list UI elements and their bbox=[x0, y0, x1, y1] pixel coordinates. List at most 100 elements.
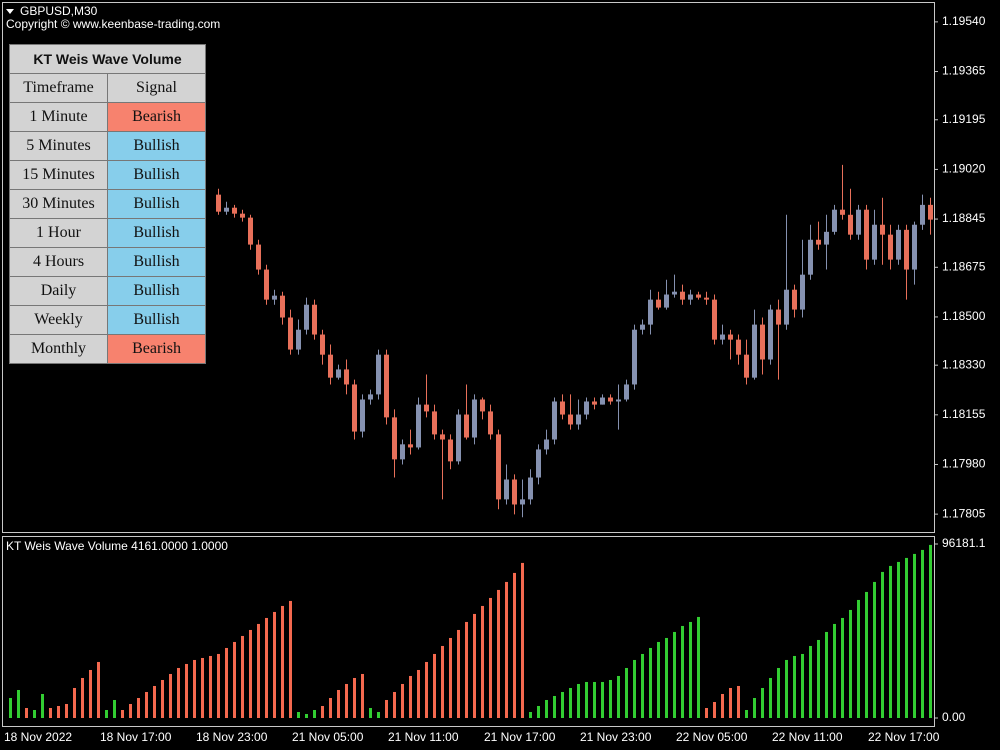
candle-body bbox=[752, 324, 757, 378]
volume-bar bbox=[33, 709, 36, 718]
volume-bar bbox=[161, 679, 164, 718]
timeframe-cell: 15 Minutes bbox=[9, 160, 108, 190]
volume-bar bbox=[257, 623, 260, 718]
volume-bar bbox=[305, 713, 308, 718]
volume-bar bbox=[801, 653, 804, 718]
volume-bar bbox=[513, 572, 516, 718]
candle-body bbox=[824, 231, 829, 245]
volume-bar bbox=[409, 675, 412, 718]
candle-body bbox=[568, 414, 573, 425]
table-row: Daily Bullish bbox=[9, 276, 206, 306]
candle-body bbox=[408, 444, 413, 448]
table-row: 30 Minutes Bullish bbox=[9, 189, 206, 219]
volume-bar bbox=[329, 697, 332, 718]
candle-body bbox=[424, 404, 429, 412]
signal-cell: Bullish bbox=[107, 276, 206, 306]
table-row: 15 Minutes Bullish bbox=[9, 160, 206, 190]
volume-bar bbox=[913, 553, 916, 718]
candle-body bbox=[280, 295, 285, 318]
volume-bar bbox=[113, 699, 116, 718]
volume-bar bbox=[809, 645, 812, 718]
candle-body bbox=[232, 207, 237, 214]
volume-bar bbox=[609, 679, 612, 718]
candle-body bbox=[608, 397, 613, 402]
candle-body bbox=[352, 384, 357, 432]
candle-body bbox=[304, 304, 309, 330]
table-row: 4 Hours Bullish bbox=[9, 247, 206, 277]
volume-bar bbox=[49, 707, 52, 718]
candle-body bbox=[632, 329, 637, 385]
signal-cell: Bullish bbox=[107, 189, 206, 219]
volume-bar bbox=[425, 661, 428, 718]
volume-bar bbox=[273, 611, 276, 718]
x-tick-label: 21 Nov 11:00 bbox=[388, 730, 459, 744]
candle-body bbox=[528, 477, 533, 500]
candle-body bbox=[216, 194, 221, 212]
timeframe-cell: 5 Minutes bbox=[9, 131, 108, 161]
x-tick-label: 21 Nov 17:00 bbox=[484, 730, 556, 744]
candle-body bbox=[800, 274, 805, 310]
candle-body bbox=[448, 439, 453, 462]
y-tick-label: 1.19195 bbox=[942, 112, 986, 126]
menu-arrow[interactable] bbox=[6, 9, 14, 14]
volume-bar bbox=[361, 673, 364, 718]
volume-bar bbox=[705, 707, 708, 718]
volume-bar bbox=[105, 709, 108, 718]
candle-body bbox=[384, 354, 389, 418]
candle-body bbox=[288, 317, 293, 350]
y-tick-label: 0.00 bbox=[942, 710, 966, 724]
volume-bar bbox=[169, 673, 172, 718]
candle-body bbox=[464, 414, 469, 438]
volume-bar bbox=[713, 701, 716, 718]
volume-bar bbox=[745, 709, 748, 718]
candle-body bbox=[576, 414, 581, 425]
volume-panel bbox=[2, 536, 935, 727]
candle-body bbox=[504, 479, 509, 500]
symbol-label: GBPUSD,M30 bbox=[20, 4, 98, 18]
candle-body bbox=[904, 229, 909, 270]
candle-body bbox=[256, 244, 261, 270]
signal-cell: Bullish bbox=[107, 131, 206, 161]
table-title: KT Weis Wave Volume bbox=[9, 44, 206, 74]
volume-bar bbox=[929, 544, 932, 718]
table-header-row: Timeframe Signal bbox=[9, 73, 206, 103]
timeframe-cell: Monthly bbox=[9, 334, 108, 364]
candle-body bbox=[912, 224, 917, 270]
volume-bar bbox=[297, 711, 300, 718]
volume-bar bbox=[625, 667, 628, 718]
volume-bar bbox=[521, 562, 524, 718]
volume-bar bbox=[721, 693, 724, 718]
volume-bar bbox=[209, 655, 212, 718]
candle-body bbox=[704, 297, 709, 300]
volume-bar bbox=[873, 581, 876, 718]
candle-body bbox=[816, 239, 821, 245]
volume-bar bbox=[473, 613, 476, 718]
table-title-row: KT Weis Wave Volume bbox=[9, 44, 206, 74]
volume-bar bbox=[153, 685, 156, 718]
volume-bar bbox=[345, 683, 348, 718]
volume-bar bbox=[137, 697, 140, 718]
volume-bar bbox=[545, 699, 548, 718]
signal-cell: Bullish bbox=[107, 218, 206, 248]
candle-body bbox=[536, 449, 541, 478]
x-tick-label: 18 Nov 17:00 bbox=[100, 730, 172, 744]
candle-body bbox=[656, 299, 661, 308]
candle-body bbox=[928, 204, 933, 220]
volume-bar bbox=[289, 600, 292, 718]
timeframe-cell: Weekly bbox=[9, 305, 108, 335]
candle-body bbox=[488, 411, 493, 435]
y-tick-label: 1.18675 bbox=[942, 259, 986, 273]
volume-bar bbox=[73, 687, 76, 718]
volume-bar bbox=[97, 661, 100, 718]
candle-body bbox=[496, 434, 501, 500]
x-tick-label: 22 Nov 11:00 bbox=[772, 730, 843, 744]
candle-body bbox=[896, 229, 901, 260]
candle-body bbox=[360, 399, 365, 432]
volume-bar bbox=[657, 641, 660, 718]
candle-body bbox=[520, 499, 525, 505]
x-tick-label: 21 Nov 05:00 bbox=[292, 730, 364, 744]
candle-body bbox=[640, 324, 645, 330]
volume-bar bbox=[185, 663, 188, 718]
volume-bar bbox=[897, 561, 900, 718]
